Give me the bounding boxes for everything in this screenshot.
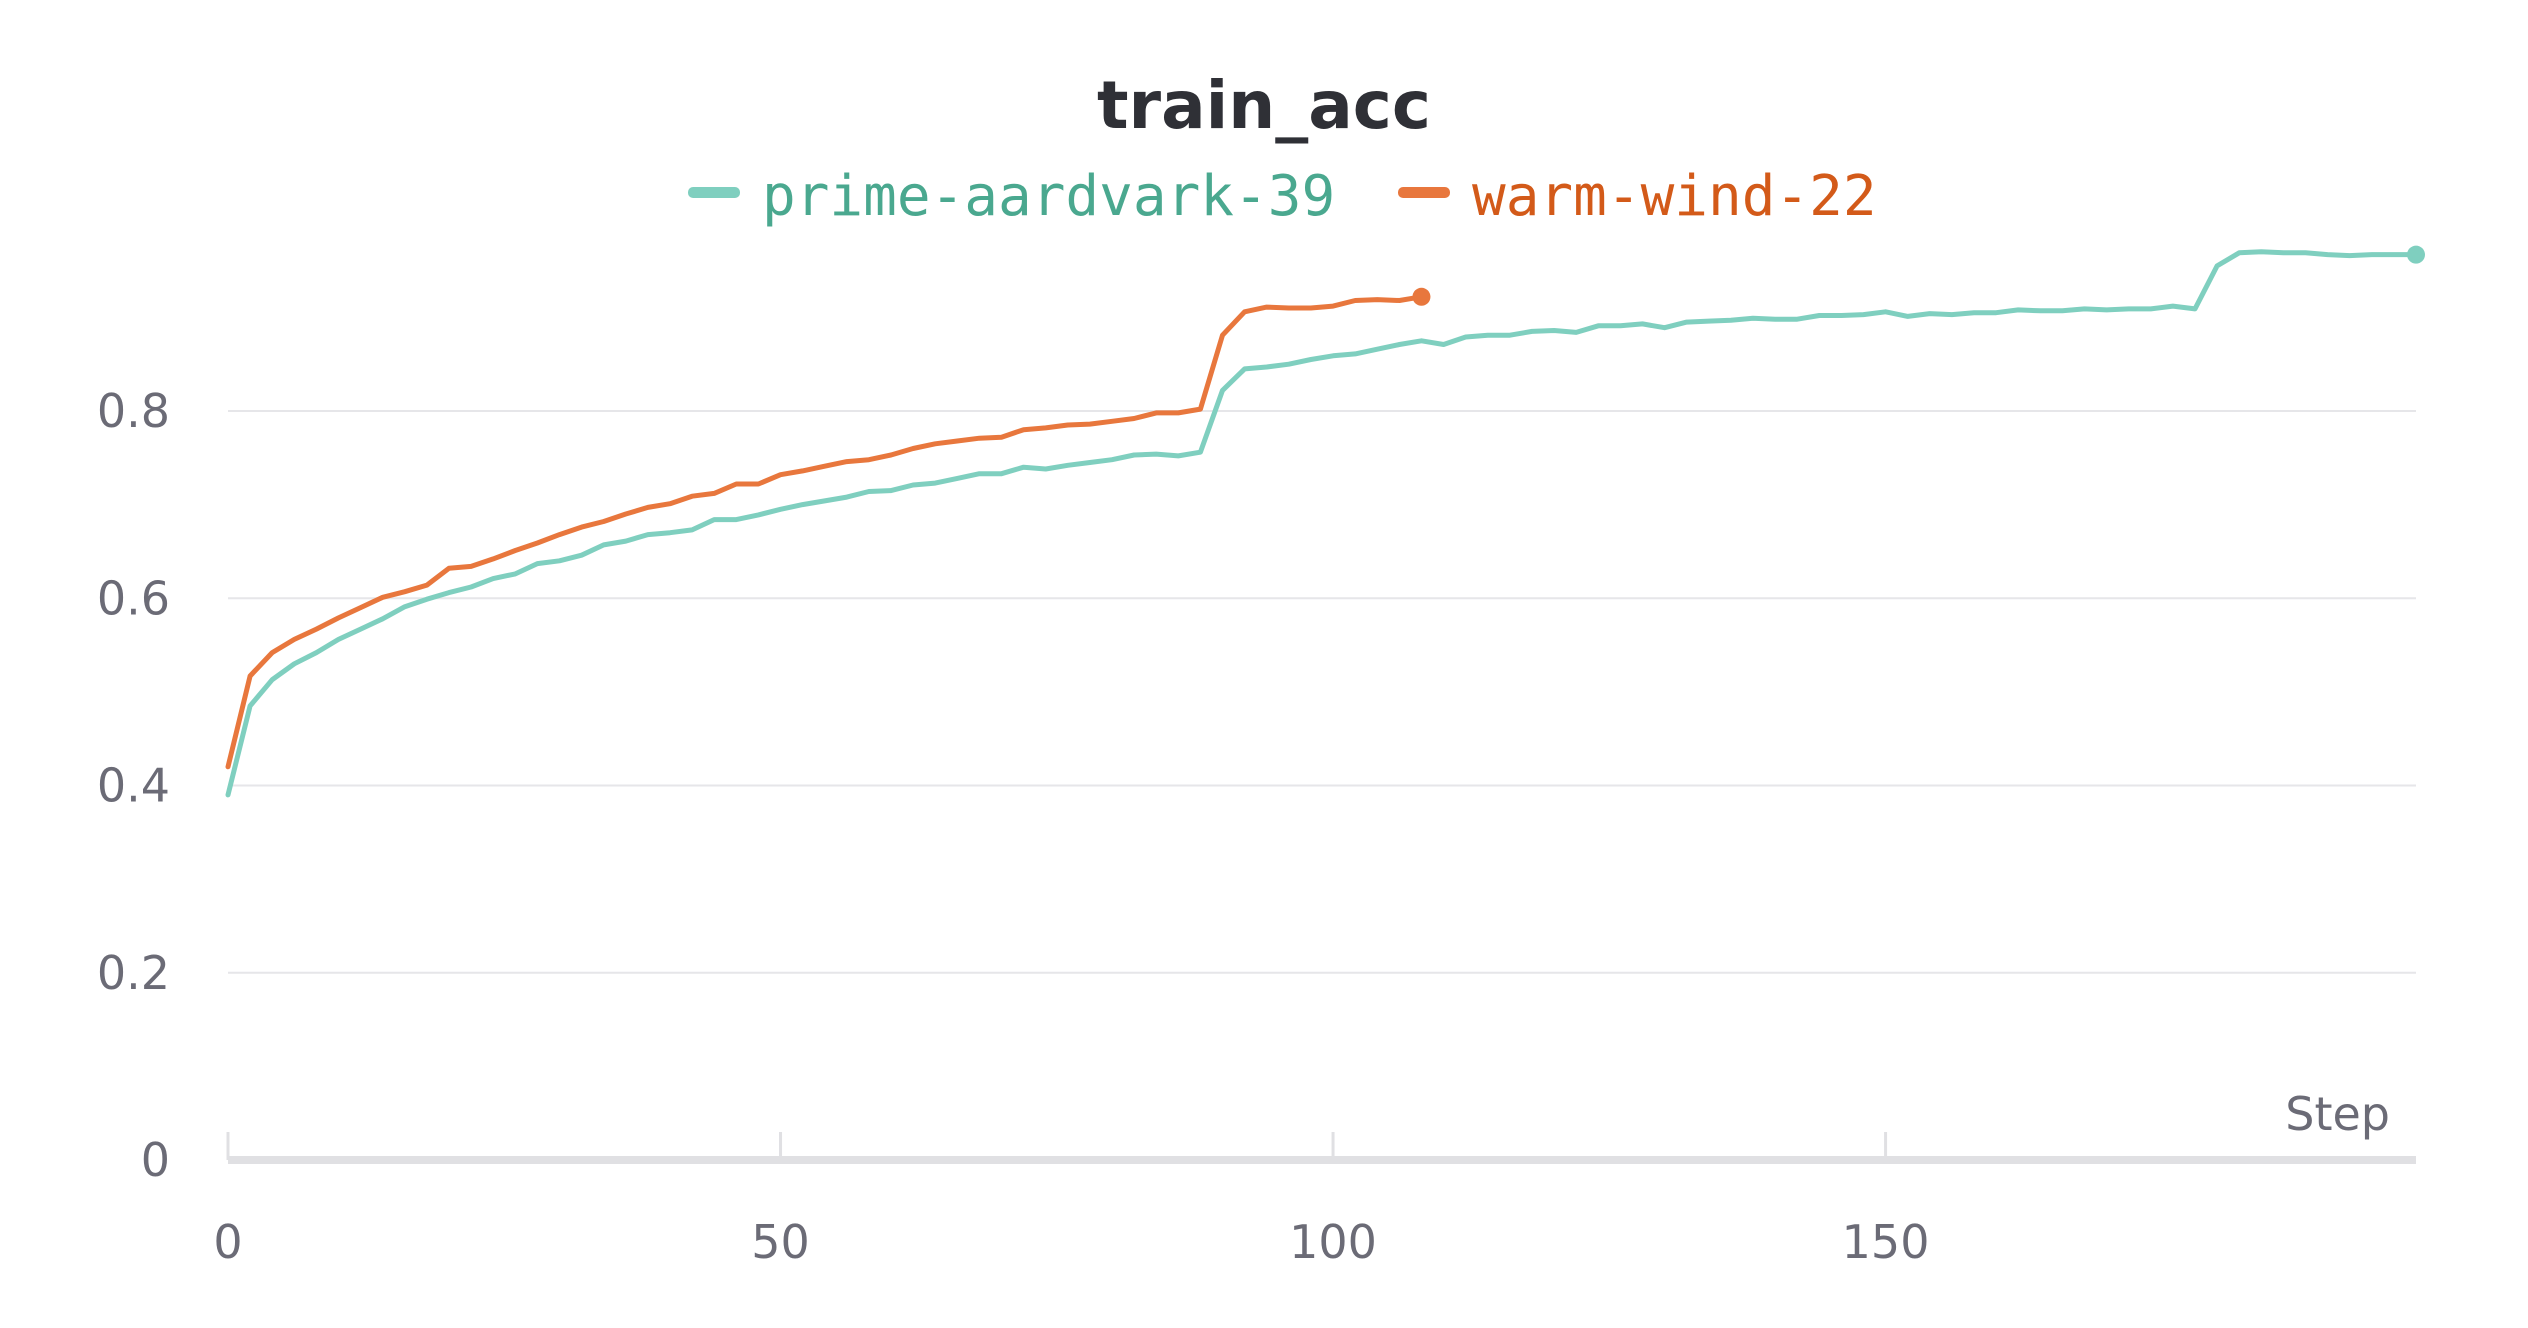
x-axis-label: Step <box>2285 1087 2390 1141</box>
legend-label-prime-aardvark-39: prime-aardvark-39 <box>762 164 1335 229</box>
y-tick-label-0.8: 0.8 <box>97 384 170 438</box>
x-tick-label-0: 0 <box>213 1215 242 1269</box>
series-end-marker-prime-aardvark-39 <box>2407 245 2425 264</box>
legend-label-warm-wind-22: warm-wind-22 <box>1472 164 1877 229</box>
y-tick-label-0.6: 0.6 <box>97 571 170 625</box>
y-tick-label-0.2: 0.2 <box>97 946 170 1000</box>
x-tick-label-150: 150 <box>1842 1215 1930 1269</box>
y-tick-label-0.4: 0.4 <box>97 759 170 813</box>
y-axis-ticks: 0 0.2 0.4 0.6 0.8 <box>97 384 170 1187</box>
series-layer <box>225 245 2425 798</box>
chart-legend: prime-aardvark-39 warm-wind-22 <box>688 164 1877 229</box>
x-tick-label-100: 100 <box>1289 1215 1377 1269</box>
x-axis: 0 50 100 150 <box>213 1132 2416 1269</box>
legend-swatch-prime-aardvark-39 <box>688 187 740 198</box>
legend-swatch-warm-wind-22 <box>1398 187 1450 198</box>
chart-title: train_acc <box>1097 67 1431 144</box>
series-line-warm-wind-22 <box>225 294 1424 770</box>
series-line-prime-aardvark-39 <box>225 249 2419 798</box>
x-tick-label-50: 50 <box>751 1215 810 1269</box>
grid-lines <box>228 410 2416 974</box>
series-end-marker-warm-wind-22 <box>1412 287 1431 306</box>
y-tick-label-0: 0 <box>141 1133 170 1187</box>
